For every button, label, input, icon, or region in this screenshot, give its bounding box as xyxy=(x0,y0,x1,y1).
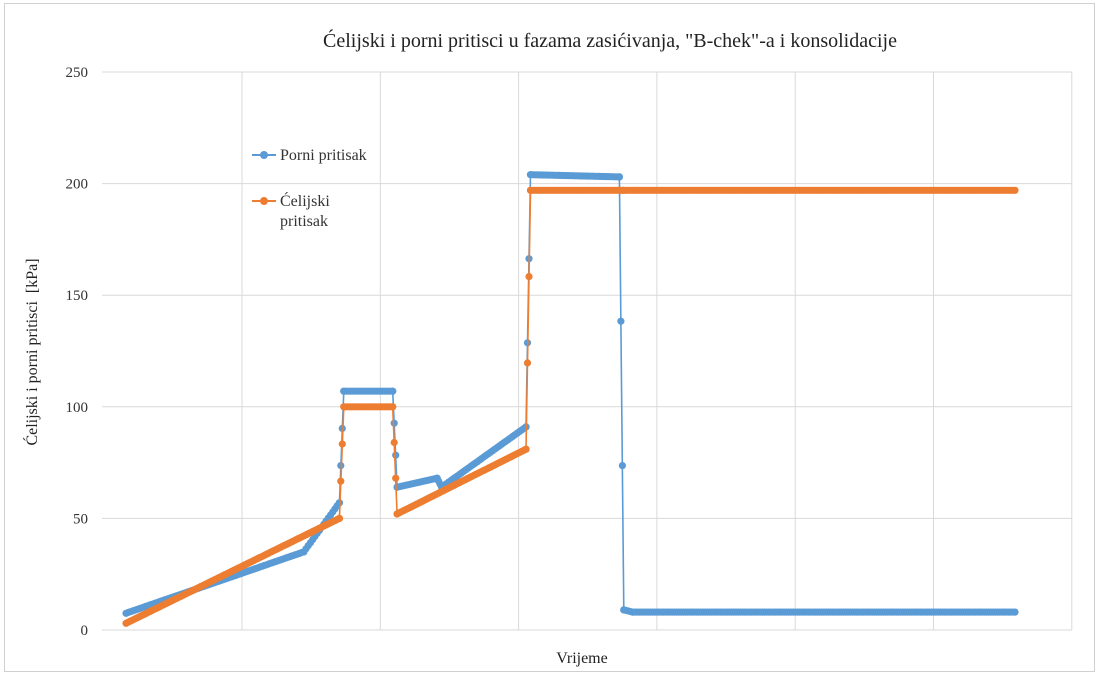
legend-marker-1 xyxy=(260,197,268,205)
chart-title: Ćelijski i porni pritisci u fazama zasić… xyxy=(323,30,897,52)
series-point-1 xyxy=(335,514,343,523)
series-point-0 xyxy=(390,419,398,427)
y-tick-label: 50 xyxy=(73,511,88,527)
series-point-1 xyxy=(338,440,346,448)
series-point-1 xyxy=(523,359,532,367)
series-point-1 xyxy=(525,273,533,281)
y-tick-label: 200 xyxy=(66,177,89,193)
series-point-0 xyxy=(618,462,627,470)
series-point-0 xyxy=(617,317,625,325)
y-tick-label: 100 xyxy=(66,400,89,416)
y-tick-label: 150 xyxy=(66,288,89,304)
series-point-0 xyxy=(1011,608,1019,616)
series-point-0 xyxy=(392,451,400,459)
series-point-0 xyxy=(389,387,397,395)
legend-marker-0 xyxy=(260,151,268,159)
series-line-0 xyxy=(125,173,1015,615)
series-point-1 xyxy=(1011,186,1019,194)
y-tick-label: 0 xyxy=(81,623,89,639)
series-point-1 xyxy=(522,445,530,453)
series-point-1 xyxy=(389,403,397,411)
y-tick-label: 250 xyxy=(66,65,89,81)
x-axis-title: Vrijeme xyxy=(556,650,608,667)
chart-frame xyxy=(4,3,1095,672)
legend-label-0: Porni pritisak xyxy=(280,147,367,164)
series-point-0 xyxy=(615,173,624,181)
series-point-1 xyxy=(390,438,398,447)
legend-label-1: Ćelijski pritisak xyxy=(280,191,330,230)
series-point-1 xyxy=(392,474,400,482)
series-point-1 xyxy=(337,477,345,485)
